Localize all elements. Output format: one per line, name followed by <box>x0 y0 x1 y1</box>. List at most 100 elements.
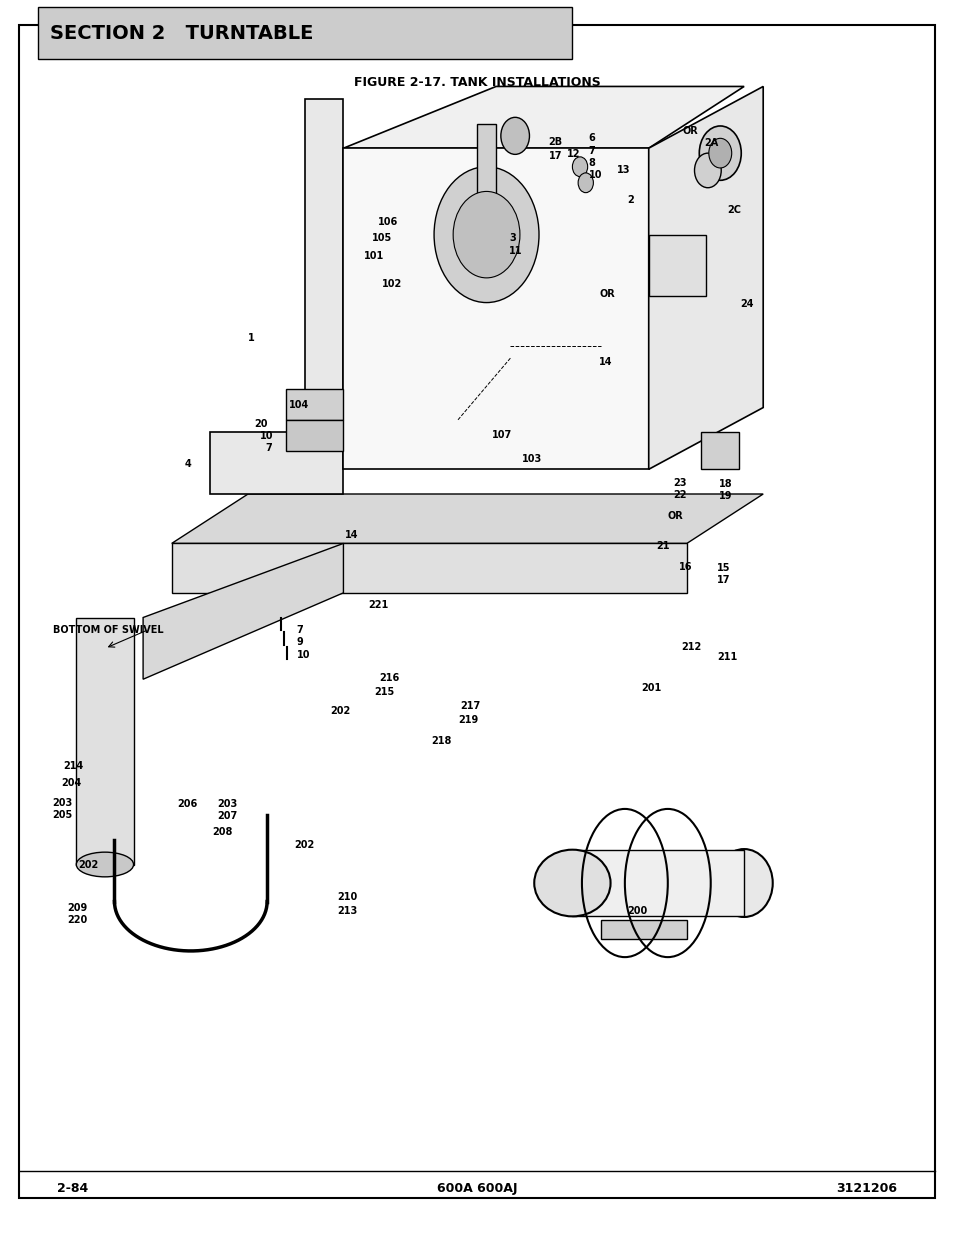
Polygon shape <box>172 543 686 593</box>
Text: 19: 19 <box>719 492 732 501</box>
Text: 2-84: 2-84 <box>57 1182 89 1194</box>
Text: 218: 218 <box>431 736 451 746</box>
Text: 17: 17 <box>717 576 730 585</box>
Text: 204: 204 <box>61 778 81 788</box>
Text: 217: 217 <box>459 701 479 711</box>
Text: 16: 16 <box>679 562 692 572</box>
Text: 1: 1 <box>248 333 254 343</box>
Polygon shape <box>648 86 762 469</box>
Text: 106: 106 <box>377 217 397 227</box>
Text: 18: 18 <box>719 479 732 489</box>
Text: 22: 22 <box>673 490 686 500</box>
Bar <box>476 124 496 235</box>
Text: 212: 212 <box>680 642 700 652</box>
Text: 210: 210 <box>337 892 357 902</box>
Text: 102: 102 <box>381 279 401 289</box>
Text: 207: 207 <box>217 811 237 821</box>
Circle shape <box>699 126 740 180</box>
Text: 215: 215 <box>374 687 394 697</box>
Text: OR: OR <box>681 126 698 136</box>
Text: 221: 221 <box>368 600 388 610</box>
Polygon shape <box>210 99 343 494</box>
Text: 208: 208 <box>212 827 232 837</box>
Text: 201: 201 <box>640 683 660 693</box>
Text: 211: 211 <box>717 652 737 662</box>
Text: 24: 24 <box>740 299 753 309</box>
Text: 107: 107 <box>492 430 512 440</box>
Text: 203: 203 <box>52 798 72 808</box>
Bar <box>648 235 705 296</box>
Polygon shape <box>343 148 648 469</box>
Text: 10: 10 <box>296 650 310 659</box>
Circle shape <box>578 173 593 193</box>
Text: 202: 202 <box>330 706 350 716</box>
Ellipse shape <box>715 850 772 916</box>
Bar <box>700 432 739 469</box>
Ellipse shape <box>76 852 133 877</box>
Bar <box>286 420 343 451</box>
Text: OR: OR <box>667 511 683 521</box>
Ellipse shape <box>534 850 610 916</box>
Text: 7: 7 <box>296 625 303 635</box>
Text: 14: 14 <box>598 357 612 367</box>
Circle shape <box>572 157 587 177</box>
Text: 2B: 2B <box>548 137 562 147</box>
Text: BOTTOM OF SWIVEL: BOTTOM OF SWIVEL <box>53 625 164 635</box>
Text: 6: 6 <box>588 133 595 143</box>
Text: 3121206: 3121206 <box>835 1182 896 1194</box>
Text: 14: 14 <box>345 530 358 540</box>
Polygon shape <box>172 494 762 543</box>
Text: 8: 8 <box>588 158 595 168</box>
Text: 104: 104 <box>289 400 309 410</box>
Polygon shape <box>143 543 343 679</box>
Circle shape <box>694 153 720 188</box>
Circle shape <box>500 117 529 154</box>
Text: 105: 105 <box>372 233 392 243</box>
Polygon shape <box>76 618 133 864</box>
Text: OR: OR <box>598 289 615 299</box>
Text: 4: 4 <box>185 459 192 469</box>
Text: 9: 9 <box>296 637 303 647</box>
Text: 203: 203 <box>217 799 237 809</box>
Polygon shape <box>600 920 686 939</box>
Text: 10: 10 <box>259 431 273 441</box>
Text: 103: 103 <box>521 454 541 464</box>
Text: 206: 206 <box>177 799 197 809</box>
Text: 13: 13 <box>617 165 630 175</box>
Text: 10: 10 <box>588 170 601 180</box>
Text: 200: 200 <box>627 906 647 916</box>
Text: 2C: 2C <box>726 205 740 215</box>
Text: 11: 11 <box>509 246 522 256</box>
Text: 205: 205 <box>52 810 72 820</box>
Text: 15: 15 <box>717 563 730 573</box>
Text: 600A 600AJ: 600A 600AJ <box>436 1182 517 1194</box>
Text: SECTION 2   TURNTABLE: SECTION 2 TURNTABLE <box>50 23 313 43</box>
Text: 2A: 2A <box>703 138 718 148</box>
Text: 3: 3 <box>509 233 516 243</box>
Circle shape <box>708 138 731 168</box>
Text: 17: 17 <box>548 151 561 161</box>
Text: 12: 12 <box>566 149 579 159</box>
Text: 21: 21 <box>656 541 669 551</box>
Text: 23: 23 <box>673 478 686 488</box>
Text: 20: 20 <box>253 419 267 429</box>
Polygon shape <box>343 86 743 148</box>
Text: 220: 220 <box>67 915 87 925</box>
Text: 7: 7 <box>588 146 595 156</box>
Polygon shape <box>572 850 743 916</box>
Text: FIGURE 2-17. TANK INSTALLATIONS: FIGURE 2-17. TANK INSTALLATIONS <box>354 77 599 89</box>
Text: 2: 2 <box>627 195 634 205</box>
Circle shape <box>434 167 538 303</box>
Bar <box>286 389 343 420</box>
Text: 219: 219 <box>457 715 477 725</box>
Text: 202: 202 <box>78 860 98 869</box>
Circle shape <box>453 191 519 278</box>
Text: 214: 214 <box>63 761 83 771</box>
Text: 101: 101 <box>364 251 384 261</box>
Text: 213: 213 <box>337 906 357 916</box>
Text: 209: 209 <box>67 903 87 913</box>
Text: 7: 7 <box>265 443 272 453</box>
Bar <box>38 7 572 59</box>
Text: 202: 202 <box>294 840 314 850</box>
Text: 216: 216 <box>379 673 399 683</box>
